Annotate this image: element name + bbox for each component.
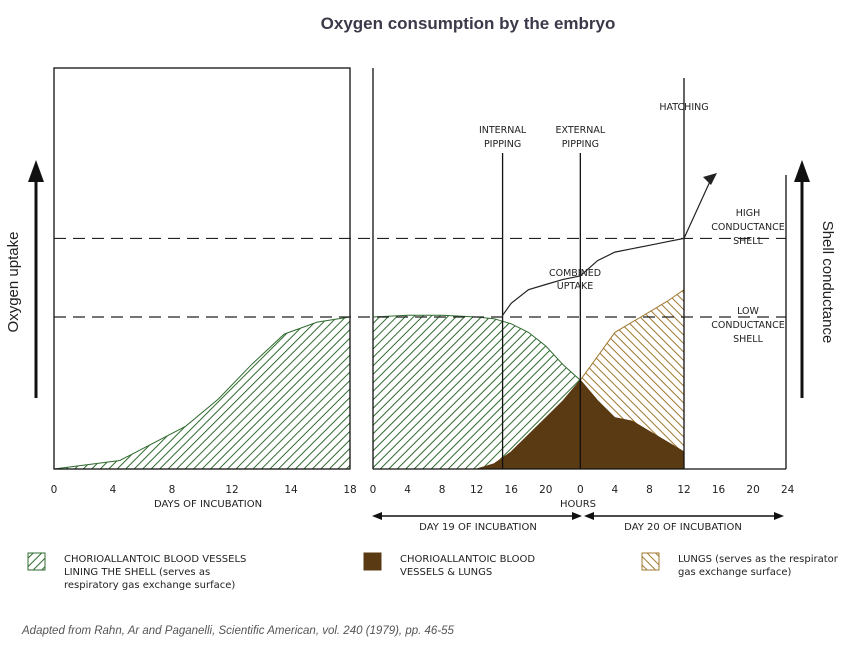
source-citation: Adapted from Rahn, Ar and Paganelli, Sci…: [21, 625, 455, 637]
day20-label: DAY 20 OF INCUBATION: [624, 522, 742, 533]
low-conductance-label: LOW: [737, 306, 759, 317]
curves: [502, 173, 717, 316]
hour-tick-label: 8: [439, 484, 446, 496]
day-tick-label: 14: [284, 484, 298, 496]
hour-tick-label: 0: [577, 484, 584, 496]
days-panel-frame: [53, 67, 351, 470]
tick-labels: 0 4 8 12 14 18 0 4 8 12 16 20 0 4 8 12 16 20 24: [51, 484, 795, 496]
high-conductance-label: SHELL: [733, 236, 763, 247]
combined-uptake-arrow-shaft: [683, 176, 713, 239]
combined-uptake-arrowhead: [703, 173, 717, 185]
legend-text: gas exchange surface): [678, 567, 792, 578]
x-axis-label-hours: HOURS: [560, 499, 596, 510]
day19-label: DAY 19 OF INCUBATION: [419, 522, 537, 533]
day-tick-label: 4: [110, 484, 117, 496]
low-conductance-label: SHELL: [733, 334, 763, 345]
chart-title: Oxygen consumption by the embryo: [321, 14, 616, 33]
y-axis-label-right: Shell conductance: [819, 221, 836, 344]
hour-tick-label: 8: [646, 484, 653, 496]
event-label: EXTERNAL: [556, 125, 606, 136]
hour-tick-label: 24: [781, 484, 795, 496]
event-label: PIPPING: [484, 139, 521, 150]
legend-text: CHORIOALLANTOIC BLOOD: [400, 554, 535, 565]
x-axis-label-days: DAYS OF INCUBATION: [154, 499, 262, 510]
days-shell-area: [53, 316, 351, 470]
oxygen-uptake-arrow: [28, 160, 44, 398]
legend-text: respiratory gas exchange surface): [64, 580, 235, 591]
hour-tick-label: 4: [612, 484, 619, 496]
y-axis-label-left: Oxygen uptake: [5, 232, 22, 333]
event-label: HATCHING: [659, 102, 708, 113]
hour-tick-label: 16: [712, 484, 726, 496]
day-tick-label: 0: [51, 484, 58, 496]
day-tick-label: 12: [225, 484, 238, 496]
hour-tick-label: 4: [404, 484, 411, 496]
annotations: INTERNAL PIPPING EXTERNAL PIPPING HATCHING HI…: [479, 102, 785, 345]
legend-swatch-brown-solid: [363, 552, 382, 571]
hour-tick-label: 20: [746, 484, 759, 496]
low-conductance-label: CONDUCTANCE: [711, 320, 784, 331]
hour-tick-label: 16: [505, 484, 519, 496]
legend-text: LINING THE SHELL (serves as: [64, 567, 210, 578]
hour-tick-label: 20: [539, 484, 552, 496]
legend: CHORIOALLANTOIC BLOOD VESSELS LINING THE …: [27, 552, 839, 591]
day-range-arrows: [372, 512, 784, 520]
legend-swatch-green-hatch: [27, 552, 46, 571]
high-conductance-label: HIGH: [736, 208, 760, 219]
reference-lines: [54, 237, 786, 318]
hour-tick-label: 0: [370, 484, 377, 496]
combined-uptake-curve: [502, 237, 685, 316]
day-tick-label: 18: [343, 484, 356, 496]
event-label: PIPPING: [562, 139, 599, 150]
plot-frames: [53, 67, 787, 470]
event-label: INTERNAL: [479, 125, 527, 136]
combined-uptake-label: UPTAKE: [557, 281, 593, 292]
legend-swatch-tan-hatch: [641, 552, 660, 571]
hour-tick-label: 12: [470, 484, 483, 496]
legend-text: CHORIOALLANTOIC BLOOD VESSELS: [64, 554, 246, 565]
high-conductance-label: CONDUCTANCE: [711, 222, 784, 233]
day-tick-label: 8: [169, 484, 176, 496]
legend-text: VESSELS & LUNGS: [400, 567, 492, 578]
combined-uptake-label: COMBINED: [549, 268, 601, 279]
hour-tick-label: 12: [677, 484, 690, 496]
legend-text: LUNGS (serves as the respirator: [678, 554, 839, 565]
shell-conductance-arrow: [794, 160, 810, 398]
